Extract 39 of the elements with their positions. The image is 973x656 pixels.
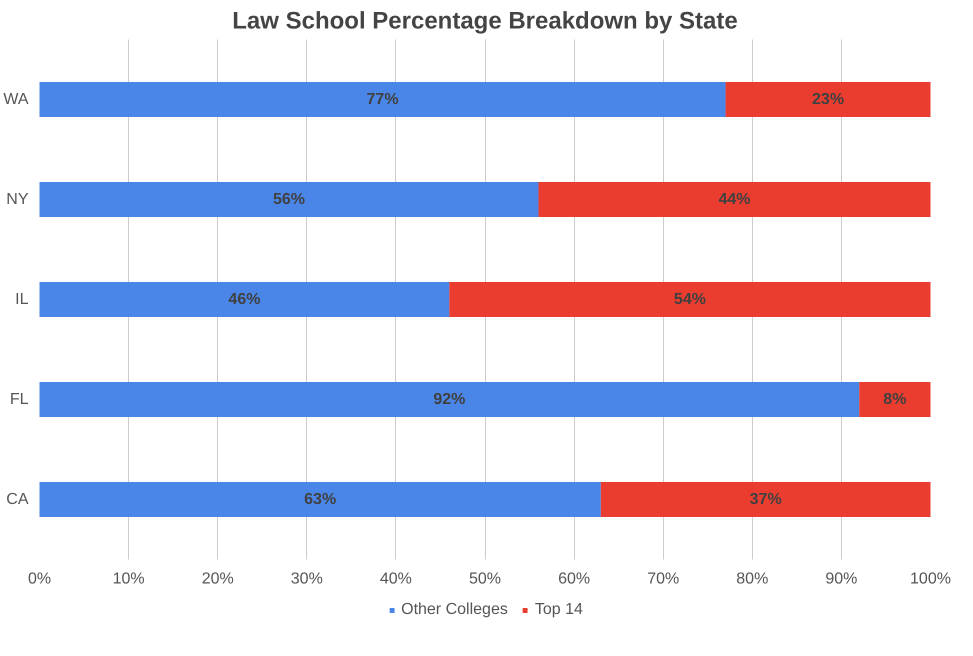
- data-label: 56%: [272, 191, 305, 208]
- data-label: 44%: [718, 191, 750, 208]
- x-tick-label: 10%: [112, 570, 145, 588]
- data-label: 37%: [750, 491, 782, 508]
- bar: [726, 82, 930, 117]
- y-tick-label: FL: [10, 391, 29, 408]
- bar: [449, 282, 930, 317]
- data-label: 77%: [366, 91, 399, 108]
- x-tick-label: 30%: [290, 570, 323, 588]
- data-label: 8%: [883, 391, 906, 408]
- bar: [538, 182, 930, 217]
- data-label: 23%: [812, 91, 844, 108]
- data-label: 54%: [674, 291, 706, 308]
- x-tick-label: 40%: [380, 570, 412, 588]
- bar: [40, 282, 450, 317]
- x-tick-label: 80%: [736, 570, 768, 588]
- y-tick-label: WA: [3, 91, 29, 108]
- bar: [40, 82, 726, 117]
- x-tick-label: 60%: [558, 570, 590, 588]
- chart-title: Law School Percentage Breakdown by State: [232, 8, 738, 34]
- bar: [859, 382, 930, 417]
- x-tick-label: 90%: [825, 570, 858, 588]
- x-tick-label: 50%: [468, 570, 502, 588]
- bar: [40, 482, 601, 517]
- legend-label: Other Colleges: [401, 601, 508, 619]
- data-label: 46%: [228, 291, 260, 308]
- x-tick-label: 70%: [647, 570, 680, 588]
- data-label: 63%: [304, 491, 336, 508]
- y-tick-label: CA: [6, 491, 29, 508]
- x-tick-label: 20%: [202, 570, 234, 588]
- y-tick-label: IL: [15, 291, 29, 308]
- bar: [40, 182, 538, 217]
- legend-label: Top 14: [534, 601, 583, 619]
- data-label: 92%: [433, 391, 466, 408]
- bar: [40, 382, 860, 417]
- x-tick-label: 0%: [28, 570, 52, 588]
- y-tick-label: NY: [6, 191, 29, 208]
- x-tick-label: 100%: [910, 570, 951, 588]
- bar: [600, 482, 930, 517]
